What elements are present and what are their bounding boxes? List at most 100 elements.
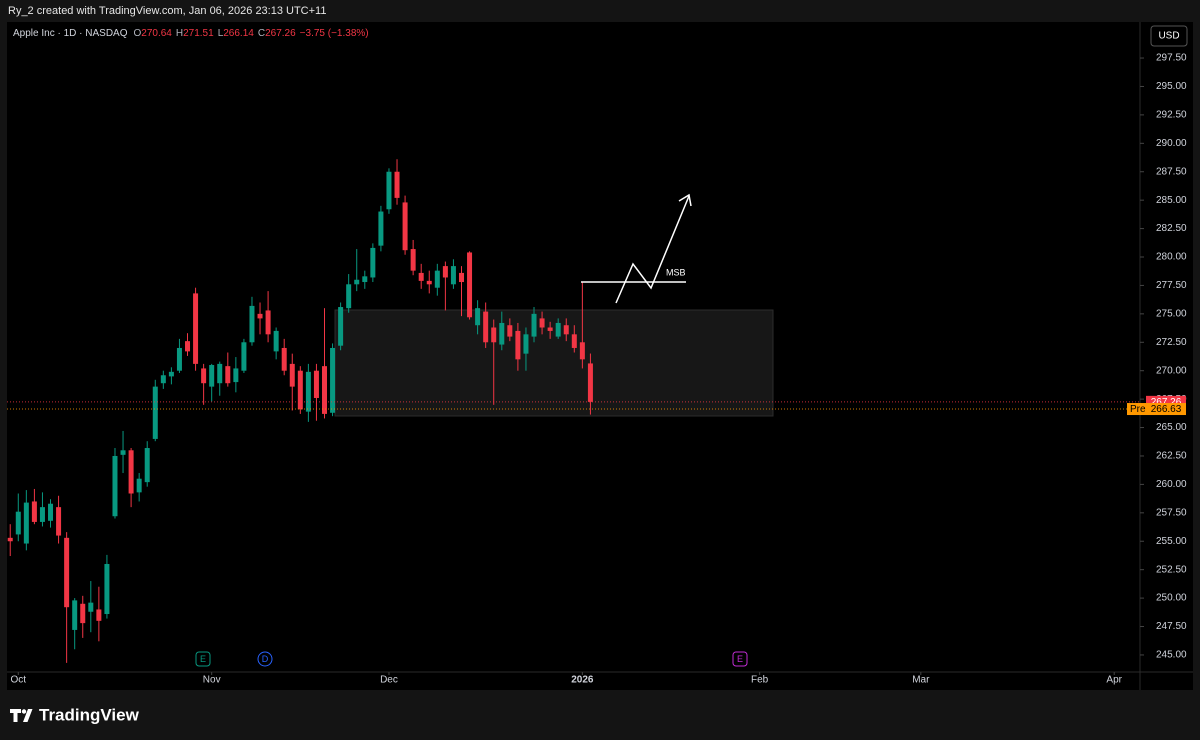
candle-body <box>434 270 440 288</box>
currency-label: USD <box>1158 31 1179 42</box>
x-tick-label: Feb <box>751 675 769 686</box>
candle-body <box>531 313 537 337</box>
candle-body <box>483 311 489 343</box>
candle-body <box>273 330 279 352</box>
candle-body <box>193 293 199 364</box>
legend-key: H <box>176 28 183 39</box>
x-tick-label: 2026 <box>571 675 594 686</box>
candle-body <box>104 563 110 615</box>
candle-body <box>176 347 182 371</box>
candle-body <box>241 342 247 371</box>
y-tick-label: 280.00 <box>1156 252 1187 263</box>
last-price-label: 267.26 <box>1151 397 1182 408</box>
candle-body <box>160 375 166 384</box>
candle-body <box>209 365 215 387</box>
candle-body <box>305 371 311 412</box>
y-tick-label: 275.00 <box>1156 308 1187 319</box>
candle-body <box>144 448 150 483</box>
candle-body <box>297 370 303 410</box>
event-label: E <box>200 654 206 664</box>
y-tick-label: 247.50 <box>1156 621 1187 632</box>
candle-body <box>571 334 577 348</box>
currency-button[interactable] <box>1150 25 1188 47</box>
y-tick-label: 257.50 <box>1156 507 1187 518</box>
logo <box>10 709 33 722</box>
y-tick-label: 285.00 <box>1156 195 1187 206</box>
msb-label: MSB <box>666 267 686 277</box>
candle-body <box>587 363 593 402</box>
candle-body <box>257 313 263 319</box>
x-tick-label: Mar <box>912 675 930 686</box>
candle-body <box>128 450 134 494</box>
premarket-tag <box>1127 403 1186 416</box>
legend-value: 270.64 <box>141 28 172 39</box>
candle-body <box>152 386 158 439</box>
candle-body <box>185 341 191 352</box>
candle-body <box>289 363 295 387</box>
candle-body <box>56 507 62 536</box>
y-tick-label: 265.00 <box>1156 422 1187 433</box>
legend-key: C <box>258 28 265 39</box>
event-label: D <box>262 654 269 664</box>
candle-body <box>370 247 376 278</box>
arrow-head <box>678 193 692 207</box>
candle-body <box>499 322 505 345</box>
candle-body <box>402 202 408 251</box>
candle-body <box>313 370 319 398</box>
candle-body <box>15 511 21 535</box>
candle-body <box>475 308 481 326</box>
candle-body <box>338 307 344 346</box>
y-tick-label: 282.50 <box>1156 223 1187 234</box>
logo-text: TradingView <box>39 705 140 724</box>
candle-body <box>136 478 142 493</box>
x-tick-label: Dec <box>380 675 398 686</box>
projection-arrow <box>615 195 690 304</box>
candle-body <box>579 342 585 360</box>
premarket-value: 266.63 <box>1151 404 1182 415</box>
candle-body <box>354 279 360 285</box>
y-tick-label: 245.00 <box>1156 650 1187 661</box>
candle-body <box>563 325 569 335</box>
event-d[interactable]: D <box>257 651 273 667</box>
candle-body <box>547 327 553 331</box>
candle-body <box>515 330 521 360</box>
candle-body <box>217 363 223 384</box>
candle-body <box>491 327 497 343</box>
y-tick-label: 255.00 <box>1156 536 1187 547</box>
candle-body <box>281 347 287 371</box>
y-tick-label: 290.00 <box>1156 138 1187 149</box>
legend-key: L <box>218 28 224 39</box>
x-tick-label: Apr <box>1106 675 1122 686</box>
candle-body <box>64 537 70 608</box>
candle-body <box>458 272 464 283</box>
premarket-name: Pre <box>1130 404 1146 415</box>
event-e1[interactable]: E <box>195 651 211 667</box>
candle-body <box>410 249 416 271</box>
candle-body <box>39 507 45 522</box>
candle-body <box>249 305 255 343</box>
candle-body <box>321 366 327 414</box>
y-tick-label: 252.50 <box>1156 564 1187 575</box>
legend-value: 267.26 <box>265 28 296 39</box>
y-tick-label: 272.50 <box>1156 337 1187 348</box>
candle-body <box>330 347 336 413</box>
candle-body <box>450 266 456 285</box>
candle-body <box>418 272 424 281</box>
candle-body <box>265 310 271 335</box>
header: Ry_2 created with TradingView.com, Jan 0… <box>8 5 326 17</box>
legend: Apple Inc · 1D · NASDAQ O270.64 H271.51 L26… <box>13 28 369 39</box>
y-tick-label: 250.00 <box>1156 593 1187 604</box>
candle-body <box>7 537 13 542</box>
y-tick-label: 287.50 <box>1156 166 1187 177</box>
candle-body <box>555 322 561 337</box>
event-e2[interactable]: E <box>732 651 748 667</box>
legend-value: 271.51 <box>183 28 214 39</box>
legend-key: O <box>133 28 141 39</box>
candle-body <box>523 334 529 354</box>
candle-body <box>346 284 352 309</box>
candle-body <box>426 280 432 285</box>
candle-body <box>362 276 368 283</box>
candle-body <box>467 252 473 318</box>
